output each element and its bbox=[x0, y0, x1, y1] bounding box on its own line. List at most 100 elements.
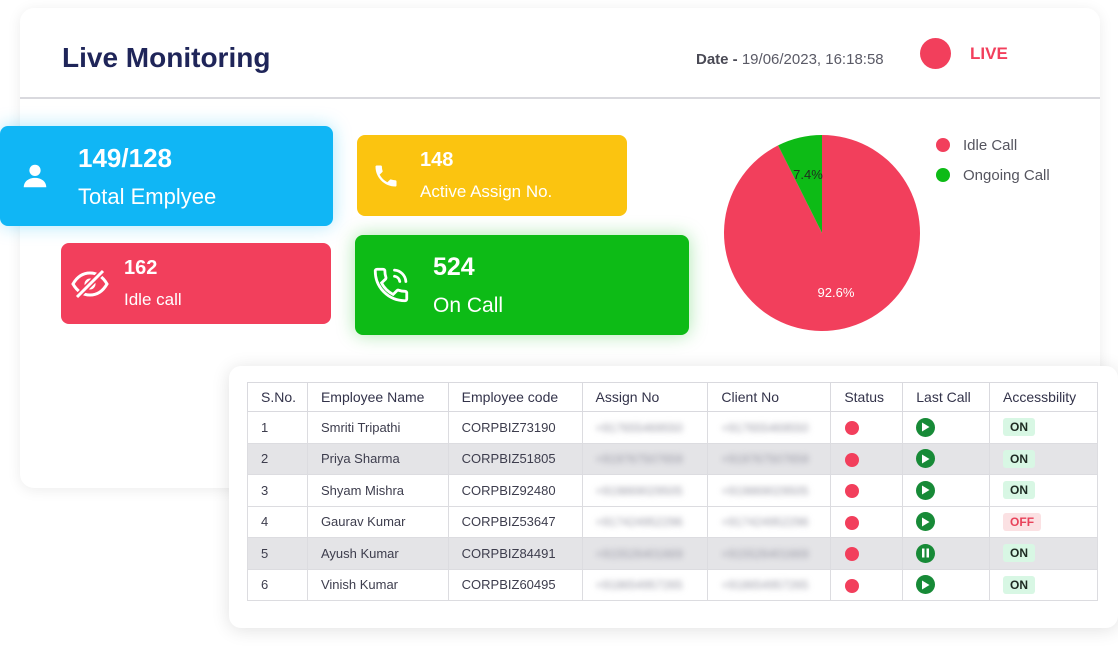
active-assign-card[interactable]: 148 Active Assign No. bbox=[357, 135, 627, 216]
cell-status bbox=[830, 442, 904, 475]
cell-employee-code: CORPBIZ73190 bbox=[447, 411, 583, 444]
col-header-last-call[interactable]: Last Call bbox=[902, 382, 991, 412]
cell-last-call bbox=[902, 474, 991, 507]
pause-icon[interactable] bbox=[916, 543, 936, 563]
total-employee-card[interactable]: 149/128 Total Emplyee bbox=[0, 126, 333, 226]
client-no-value: +918654957265 bbox=[721, 578, 809, 593]
cell-employee-name: Smriti Tripathi bbox=[306, 411, 449, 444]
cell-assign-no: +915526401669 bbox=[581, 537, 709, 570]
live-indicator-dot bbox=[920, 38, 951, 69]
employee-table: S.No. Employee Name Employee code Assign… bbox=[247, 382, 1098, 601]
table-row[interactable]: 5 Ayush Kumar CORPBIZ84491 +915526401669 +91… bbox=[247, 537, 1098, 570]
cell-status bbox=[830, 411, 904, 444]
total-employee-label: Total Emplyee bbox=[78, 183, 217, 209]
accessibility-badge[interactable]: ON bbox=[1003, 449, 1036, 468]
assign-no-value: +919767507659 bbox=[595, 452, 683, 467]
play-icon[interactable] bbox=[916, 480, 936, 500]
cell-employee-code: CORPBIZ51805 bbox=[447, 442, 583, 475]
call-pie-chart: 92.6% 7.4% bbox=[722, 133, 922, 333]
idle-call-card[interactable]: 162 Idle call bbox=[61, 243, 331, 324]
total-employee-value: 149/128 bbox=[78, 142, 172, 173]
accessibility-badge[interactable]: ON bbox=[1003, 418, 1036, 437]
date-display: Date - 19/06/2023, 16:18:58 bbox=[696, 51, 884, 68]
phone-icon bbox=[357, 135, 415, 216]
legend-dot-idle bbox=[936, 138, 950, 152]
status-dot bbox=[845, 515, 860, 530]
pie-slice-ongoing-call[interactable] bbox=[778, 135, 822, 233]
accessibility-badge[interactable]: ON bbox=[1003, 575, 1036, 594]
cell-client-no: +918654957265 bbox=[707, 568, 832, 601]
col-header-client-no[interactable]: Client No bbox=[707, 382, 832, 412]
status-dot bbox=[845, 421, 860, 436]
table-row[interactable]: 1 Smriti Tripathi CORPBIZ73190 +91765546955… bbox=[247, 411, 1098, 444]
assign-no-value: +917424952296 bbox=[595, 515, 683, 530]
assign-no-value: +918654957265 bbox=[595, 578, 683, 593]
client-no-value: +919869029505 bbox=[721, 483, 809, 498]
accessibility-badge[interactable]: OFF bbox=[1003, 512, 1042, 531]
cell-last-call bbox=[902, 568, 991, 601]
cell-last-call bbox=[902, 411, 991, 444]
legend-dot-ongoing bbox=[936, 168, 950, 182]
cell-accessibility: ON bbox=[989, 411, 1098, 444]
cell-assign-no: +919869029505 bbox=[581, 474, 709, 507]
status-dot bbox=[845, 578, 860, 593]
header-divider bbox=[20, 97, 1100, 99]
date-value: 19/06/2023, 16:18:58 bbox=[741, 51, 884, 68]
on-call-card[interactable]: 524 On Call bbox=[355, 235, 689, 335]
cell-sno: 2 bbox=[247, 442, 308, 475]
active-assign-label: Active Assign No. bbox=[420, 182, 553, 201]
cell-sno: 5 bbox=[247, 537, 308, 570]
date-label: Date - bbox=[696, 51, 742, 68]
table-row[interactable]: 6 Vinish Kumar CORPBIZ60495 +918654957265 +9… bbox=[247, 568, 1098, 601]
cell-accessibility: OFF bbox=[989, 505, 1098, 538]
cell-status bbox=[830, 474, 904, 507]
col-header-accessibility[interactable]: Accessbility bbox=[989, 382, 1098, 412]
table-body: 1 Smriti Tripathi CORPBIZ73190 +91765546955… bbox=[247, 411, 1098, 601]
col-header-status[interactable]: Status bbox=[830, 382, 904, 412]
on-call-label: On Call bbox=[433, 293, 504, 317]
play-icon[interactable] bbox=[916, 417, 936, 437]
page-title: Live Monitoring bbox=[62, 42, 271, 73]
play-icon[interactable] bbox=[916, 449, 936, 469]
legend-item-idle-call: Idle Call bbox=[936, 130, 1050, 160]
client-no-value: +917424952296 bbox=[721, 515, 809, 530]
legend-label-idle: Idle Call bbox=[963, 136, 1018, 154]
table-header-row: S.No. Employee Name Employee code Assign… bbox=[247, 382, 1098, 412]
chart-legend: Idle Call Ongoing Call bbox=[936, 130, 1050, 190]
table-row[interactable]: 3 Shyam Mishra CORPBIZ92480 +919869029505 +9… bbox=[247, 474, 1098, 507]
cell-last-call bbox=[902, 442, 991, 475]
play-icon[interactable] bbox=[916, 575, 936, 595]
accessibility-badge[interactable]: ON bbox=[1003, 481, 1036, 500]
assign-no-value: +919869029505 bbox=[595, 483, 683, 498]
table-row[interactable]: 2 Priya Sharma CORPBIZ51805 +919767507659 +9… bbox=[247, 442, 1098, 475]
col-header-sno[interactable]: S.No. bbox=[247, 382, 308, 412]
live-label: LIVE bbox=[970, 44, 1008, 63]
col-header-assign-no[interactable]: Assign No bbox=[581, 382, 709, 412]
col-header-employee-name[interactable]: Employee Name bbox=[306, 382, 449, 412]
on-call-value: 524 bbox=[433, 252, 475, 281]
play-icon[interactable] bbox=[916, 512, 936, 532]
accessibility-badge[interactable]: ON bbox=[1003, 544, 1036, 563]
col-header-employee-code[interactable]: Employee code bbox=[447, 382, 583, 412]
cell-sno: 3 bbox=[247, 474, 308, 507]
cell-sno: 1 bbox=[247, 411, 308, 444]
assign-no-value: +917655469550 bbox=[595, 420, 683, 435]
phone-ringing-icon bbox=[355, 235, 427, 335]
cell-employee-name: Shyam Mishra bbox=[306, 474, 449, 507]
cell-employee-name: Vinish Kumar bbox=[306, 568, 449, 601]
cell-employee-name: Priya Sharma bbox=[306, 442, 449, 475]
user-icon bbox=[0, 126, 70, 226]
assign-no-value: +915526401669 bbox=[595, 546, 683, 561]
status-dot bbox=[845, 547, 860, 562]
cell-client-no: +915526401669 bbox=[707, 537, 832, 570]
cell-status bbox=[830, 537, 904, 570]
cell-client-no: +917424952296 bbox=[707, 505, 832, 538]
cell-accessibility: ON bbox=[989, 442, 1098, 475]
cell-employee-name: Ayush Kumar bbox=[306, 537, 449, 570]
pie-label-idle-call: 92.6% bbox=[818, 285, 855, 300]
table-row[interactable]: 4 Gaurav Kumar CORPBIZ53647 +917424952296 +9… bbox=[247, 505, 1098, 538]
cell-assign-no: +918654957265 bbox=[581, 568, 709, 601]
cell-employee-code: CORPBIZ60495 bbox=[447, 568, 583, 601]
pie-label-ongoing-call: 7.4% bbox=[793, 167, 823, 182]
active-assign-value: 148 bbox=[420, 149, 454, 171]
